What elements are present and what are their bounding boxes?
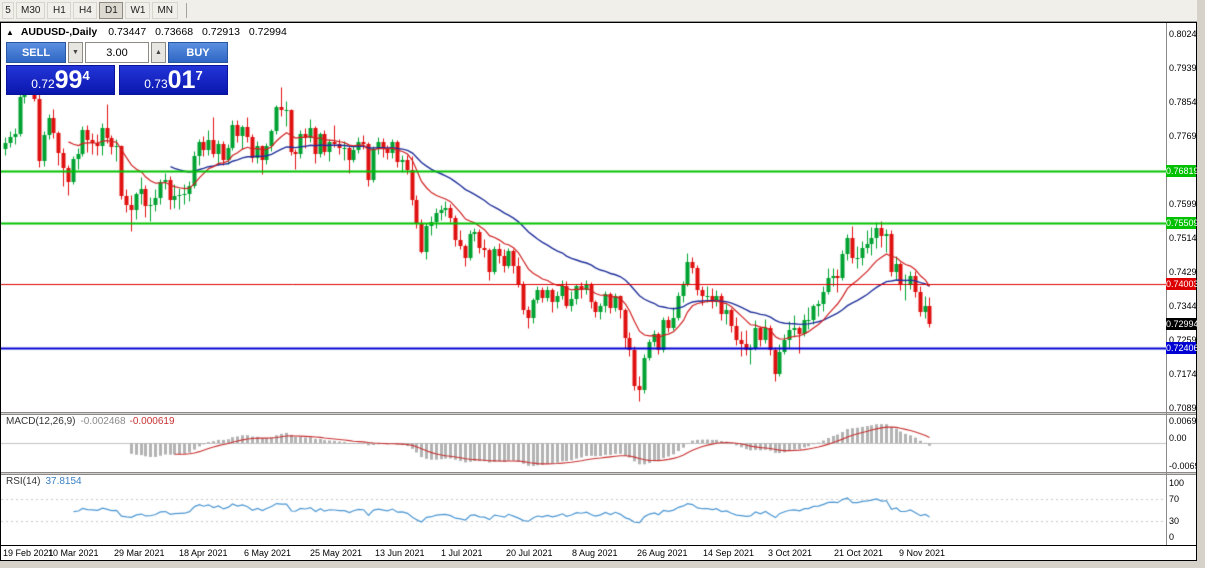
date-axis-label: 10 Mar 2021	[48, 548, 99, 558]
rsi-axis-label: 100	[1169, 478, 1185, 488]
price-axis-label: 0.73445	[1169, 301, 1202, 311]
price-axis-label: 0.75145	[1169, 233, 1202, 243]
date-axis-label: 9 Nov 2021	[899, 548, 946, 558]
date-axis-label: 6 May 2021	[244, 548, 292, 558]
period-button-d1[interactable]: D1	[99, 2, 124, 19]
rsi-axis-label: 30	[1169, 516, 1180, 526]
period-button-h4[interactable]: H4	[73, 2, 98, 19]
macd-indicator-label: MACD(12,26,9) -0.002468 -0.000619	[6, 416, 175, 427]
macd-signal-value: -0.000619	[129, 416, 175, 427]
sell-button[interactable]: SELL	[6, 42, 66, 63]
date-axis-label: 1 Jul 2021	[441, 548, 483, 558]
period-button-mn[interactable]: MN	[152, 2, 179, 19]
macd-pane-canvas[interactable]	[1, 415, 1166, 472]
price-axis-label: 0.71745	[1169, 369, 1202, 379]
date-axis-label: 26 Aug 2021	[637, 548, 688, 558]
sell-price-pips: 99	[54, 66, 83, 94]
rsi-value: 37.8154	[45, 476, 82, 487]
date-axis-border	[1, 545, 1196, 546]
rsi-axis-label: 70	[1169, 494, 1180, 504]
resistance-line-price-tag: 0.75509	[1166, 217, 1199, 229]
pane-divider[interactable]	[1, 412, 1196, 415]
toolbar-separator	[186, 3, 188, 18]
macd-name: MACD(12,26,9)	[6, 416, 76, 427]
window-bottom-edge	[0, 561, 1197, 568]
window-right-edge	[1197, 0, 1205, 568]
one-click-collapse-icon[interactable]: ▲	[6, 28, 14, 37]
sell-price-display[interactable]: 0.72 99 4	[6, 65, 115, 95]
buy-price-point: 7	[195, 68, 203, 83]
resistance-line-price-tag: 0.76819	[1166, 165, 1199, 177]
period-button-m30[interactable]: M30	[16, 2, 46, 19]
chart-frame: ▲ AUDUSD-,Daily 0.73447 0.73668 0.72913 …	[0, 22, 1205, 561]
rsi-axis-label: 0	[1169, 532, 1175, 542]
pane-divider[interactable]	[1, 472, 1196, 475]
ohlc-low: 0.72913	[201, 26, 240, 38]
date-axis-label: 29 Mar 2021	[114, 548, 165, 558]
ohlc-high: 0.73668	[155, 26, 194, 38]
price-axis-label: 0.79395	[1169, 63, 1202, 73]
period-button-w1[interactable]: W1	[125, 2, 151, 19]
rsi-pane-canvas[interactable]	[1, 475, 1166, 545]
date-axis-label: 14 Sep 2021	[703, 548, 755, 558]
buy-price-major: 0.73	[144, 77, 168, 91]
rsi-indicator-label: RSI(14) 37.8154	[6, 476, 82, 487]
volume-decrease-button[interactable]: ▼	[68, 42, 83, 63]
date-axis-label: 19 Feb 2021	[3, 548, 54, 558]
buy-button[interactable]: BUY	[168, 42, 228, 63]
date-axis-label: 20 Jul 2021	[506, 548, 553, 558]
period-button-m5[interactable]: 5	[2, 2, 14, 19]
period-button-h1[interactable]: H1	[47, 2, 72, 19]
price-axis-label: 0.74295	[1169, 267, 1202, 277]
macd-axis-label: 0.00	[1169, 433, 1187, 443]
macd-axis-label: 0.006936	[1169, 416, 1205, 426]
price-axis-label: 0.70895	[1169, 403, 1202, 413]
chart-symbol-label: AUDUSD-,Daily	[20, 26, 98, 38]
pivot-line-price-tag: 0.74003	[1166, 278, 1199, 290]
sell-price-major: 0.72	[31, 77, 55, 91]
price-axis-label: 0.80245	[1169, 29, 1202, 39]
current-price-tag: 0.72994	[1166, 318, 1199, 330]
timeframe-toolbar: 5 M30 H1 H4 D1 W1 MN	[0, 0, 1205, 22]
price-axis-label: 0.78545	[1169, 97, 1202, 107]
rsi-name: RSI(14)	[6, 476, 41, 487]
price-axis-label: 0.72595	[1169, 335, 1202, 345]
date-axis-label: 3 Oct 2021	[768, 548, 813, 558]
macd-axis-label: -0.006936	[1169, 461, 1205, 471]
date-axis-label: 25 May 2021	[310, 548, 363, 558]
support-line-price-tag: 0.72406	[1166, 342, 1199, 354]
date-axis-label: 18 Apr 2021	[179, 548, 228, 558]
price-axis-label: 0.75995	[1169, 199, 1202, 209]
chart-header: ▲ AUDUSD-,Daily 0.73447 0.73668 0.72913 …	[6, 26, 293, 38]
ohlc-close: 0.72994	[248, 26, 287, 38]
price-axis-label: 0.77695	[1169, 131, 1202, 141]
ohlc-open: 0.73447	[108, 26, 147, 38]
date-axis-label: 8 Aug 2021	[572, 548, 618, 558]
date-axis-label: 13 Jun 2021	[375, 548, 425, 558]
buy-price-display[interactable]: 0.73 01 7	[119, 65, 228, 95]
date-axis-label: 21 Oct 2021	[834, 548, 884, 558]
macd-main-value: -0.002468	[80, 416, 126, 427]
volume-input[interactable]	[85, 42, 149, 63]
sell-price-point: 4	[82, 68, 90, 83]
volume-increase-button[interactable]: ▲	[151, 42, 166, 63]
buy-price-pips: 01	[167, 66, 196, 94]
